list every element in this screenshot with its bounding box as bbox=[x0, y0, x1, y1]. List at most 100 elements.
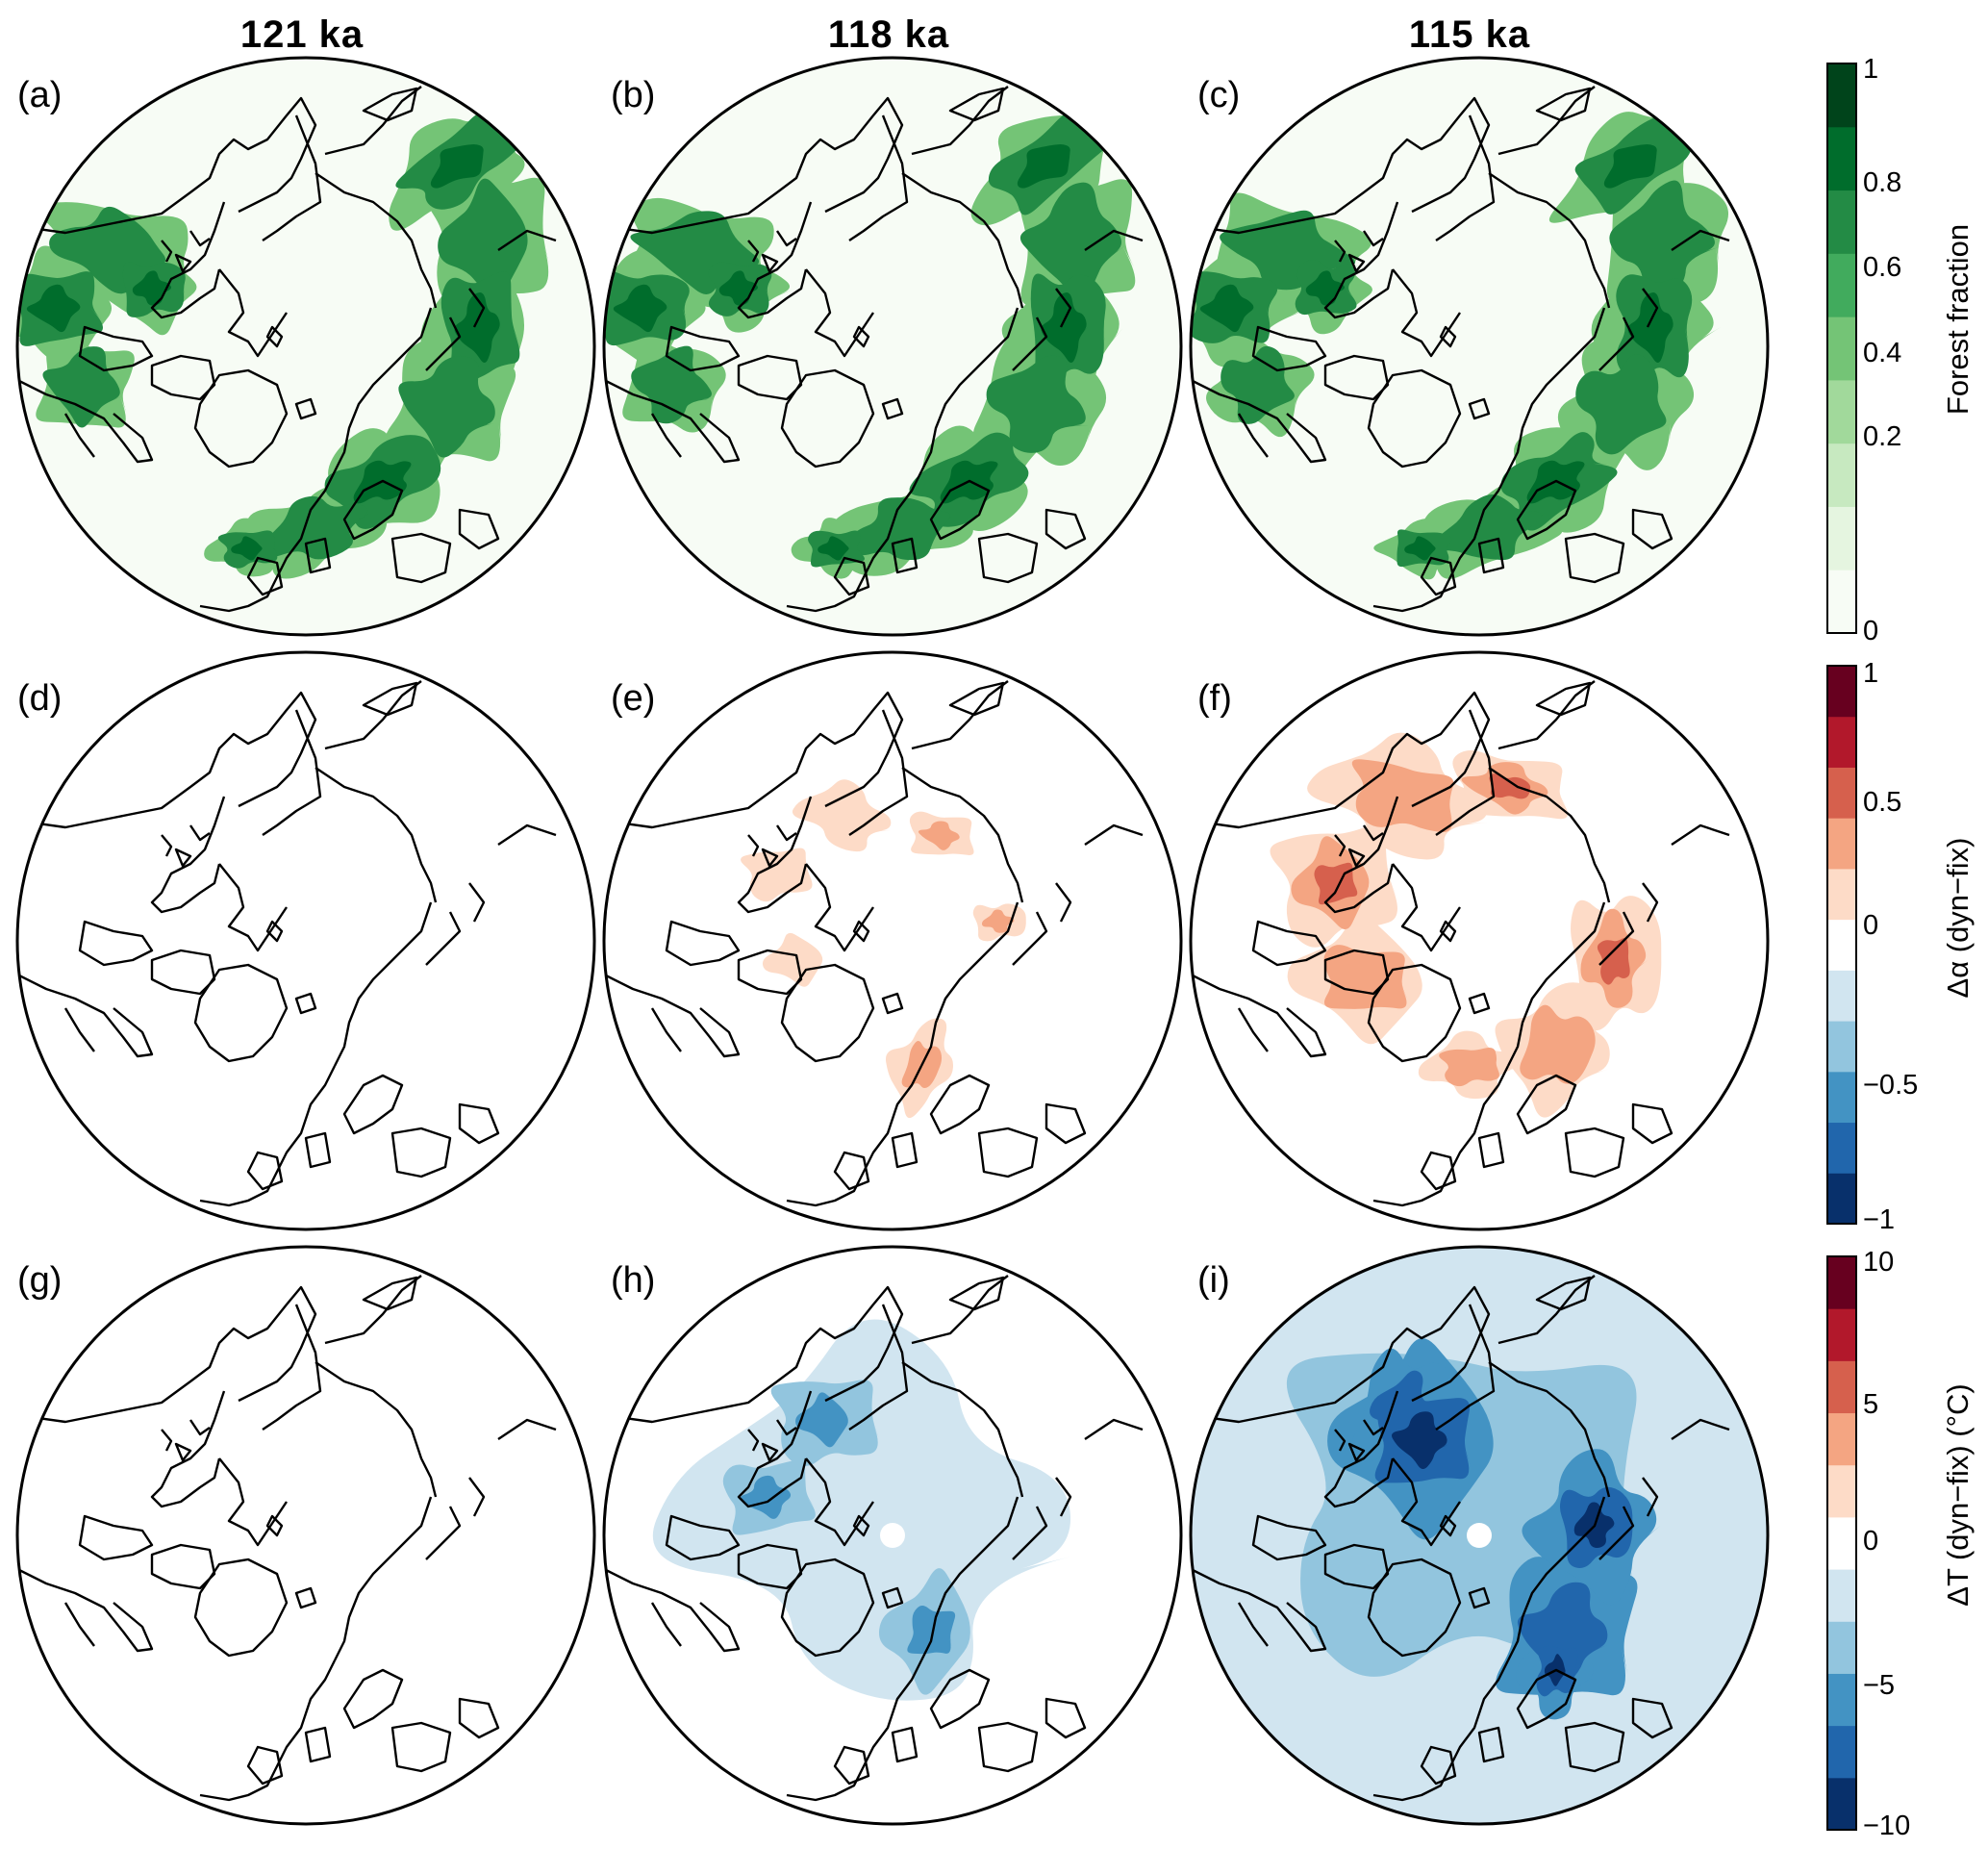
colorbar-frame bbox=[1826, 63, 1857, 634]
colorbar-frame bbox=[1826, 665, 1857, 1225]
panel-label-f: (f) bbox=[1197, 678, 1232, 719]
forest-area-dense bbox=[986, 355, 1089, 453]
forest-area-core bbox=[132, 270, 174, 306]
cb3-tick: −5 bbox=[1863, 1670, 1896, 1701]
coastline bbox=[1251, 1514, 1327, 1561]
coastline bbox=[780, 963, 875, 1063]
map-panel bbox=[17, 58, 594, 635]
coastline bbox=[1251, 920, 1327, 967]
albedo-anomaly-strong bbox=[981, 909, 1016, 933]
forest-area-core bbox=[454, 292, 502, 364]
coastline bbox=[1392, 1457, 1461, 1547]
coastline bbox=[1044, 508, 1087, 550]
coastline bbox=[150, 201, 226, 319]
map-border bbox=[15, 650, 596, 1231]
cb3-tick: −10 bbox=[1863, 1811, 1911, 1841]
coastline bbox=[1363, 230, 1384, 247]
coastline bbox=[294, 1586, 317, 1609]
albedo-anomaly bbox=[792, 779, 892, 852]
coastline bbox=[1468, 1586, 1491, 1609]
coastline bbox=[747, 1429, 760, 1452]
coastline bbox=[246, 1745, 284, 1786]
colorbar-swatch bbox=[1827, 1725, 1856, 1779]
coastline bbox=[650, 1602, 682, 1647]
map-border bbox=[1189, 56, 1770, 637]
coastline bbox=[604, 96, 904, 235]
map-border bbox=[15, 56, 596, 637]
coastline bbox=[1468, 397, 1491, 420]
coastline bbox=[919, 307, 1019, 472]
coastline bbox=[977, 1721, 1039, 1773]
colorbar-albedo bbox=[1826, 665, 1857, 1225]
forest-area-dense bbox=[438, 178, 529, 302]
coastline bbox=[1237, 1007, 1269, 1052]
forest-area-core bbox=[1404, 536, 1437, 561]
coastline bbox=[919, 901, 1019, 1067]
coastline bbox=[174, 1442, 192, 1462]
coastline bbox=[1598, 317, 1635, 371]
coastline bbox=[1598, 911, 1635, 966]
coastline bbox=[333, 307, 433, 472]
coastline bbox=[786, 1065, 923, 1207]
coastline bbox=[604, 1285, 904, 1424]
coastline bbox=[193, 1558, 289, 1658]
coastline bbox=[1468, 992, 1491, 1015]
coastline bbox=[189, 1419, 211, 1436]
colorbar-swatch bbox=[1827, 1071, 1856, 1124]
coastline bbox=[342, 1074, 404, 1135]
panel-label-h: (h) bbox=[611, 1260, 656, 1301]
coastline bbox=[833, 556, 870, 596]
colorbar-swatch bbox=[1827, 1673, 1856, 1727]
coastline bbox=[324, 1275, 422, 1345]
coastline bbox=[1334, 834, 1346, 857]
coastline bbox=[265, 1514, 284, 1537]
coastline bbox=[265, 920, 284, 943]
coastline bbox=[468, 1477, 486, 1517]
coastline bbox=[776, 230, 797, 247]
coastline bbox=[342, 1668, 404, 1730]
coastline bbox=[929, 1074, 991, 1135]
coastline bbox=[786, 1659, 923, 1802]
coastlines bbox=[604, 1275, 1144, 1802]
coastline bbox=[1477, 537, 1505, 574]
coastline bbox=[929, 1668, 991, 1730]
cb2-tick: 1 bbox=[1863, 658, 1879, 689]
coastline bbox=[761, 1442, 779, 1462]
colorbar-swatch bbox=[1827, 1173, 1856, 1225]
temp-anomaly-strong bbox=[1517, 1582, 1608, 1686]
colorbar-swatch bbox=[1827, 126, 1856, 191]
coastline bbox=[1516, 479, 1577, 541]
coastline bbox=[604, 973, 741, 1058]
coastline bbox=[852, 1514, 870, 1537]
cb2-tick: −1 bbox=[1863, 1204, 1896, 1235]
cb1-tick: 1 bbox=[1863, 54, 1879, 85]
coastline bbox=[1642, 288, 1659, 328]
coastline bbox=[362, 87, 418, 122]
coastline bbox=[304, 1726, 332, 1763]
colorbar-swatch bbox=[1827, 63, 1856, 128]
forest-area-core bbox=[818, 536, 850, 561]
map-panel bbox=[604, 1247, 1181, 1824]
forest-area-core bbox=[430, 144, 484, 189]
coastline bbox=[833, 1151, 870, 1191]
temp-anomaly-strong bbox=[795, 1392, 849, 1448]
forest-area-dense bbox=[847, 497, 955, 561]
coastlines bbox=[1191, 1275, 1730, 1802]
coastline bbox=[901, 1361, 1024, 1498]
coastline bbox=[891, 1726, 919, 1763]
coastline bbox=[1535, 1276, 1592, 1311]
coastline bbox=[161, 1429, 173, 1452]
coastline bbox=[852, 325, 870, 348]
coastline bbox=[747, 240, 760, 263]
coastline bbox=[1012, 911, 1048, 966]
coastline bbox=[761, 848, 779, 868]
coastline bbox=[1488, 767, 1611, 903]
coastline bbox=[246, 1151, 284, 1191]
coastlines bbox=[604, 86, 1144, 613]
coastline bbox=[333, 901, 433, 1067]
coastline bbox=[17, 378, 154, 464]
coastline bbox=[1363, 824, 1384, 842]
coastline bbox=[17, 1285, 317, 1424]
cb2-tick: −0.5 bbox=[1863, 1070, 1919, 1101]
coastline bbox=[1191, 973, 1327, 1058]
